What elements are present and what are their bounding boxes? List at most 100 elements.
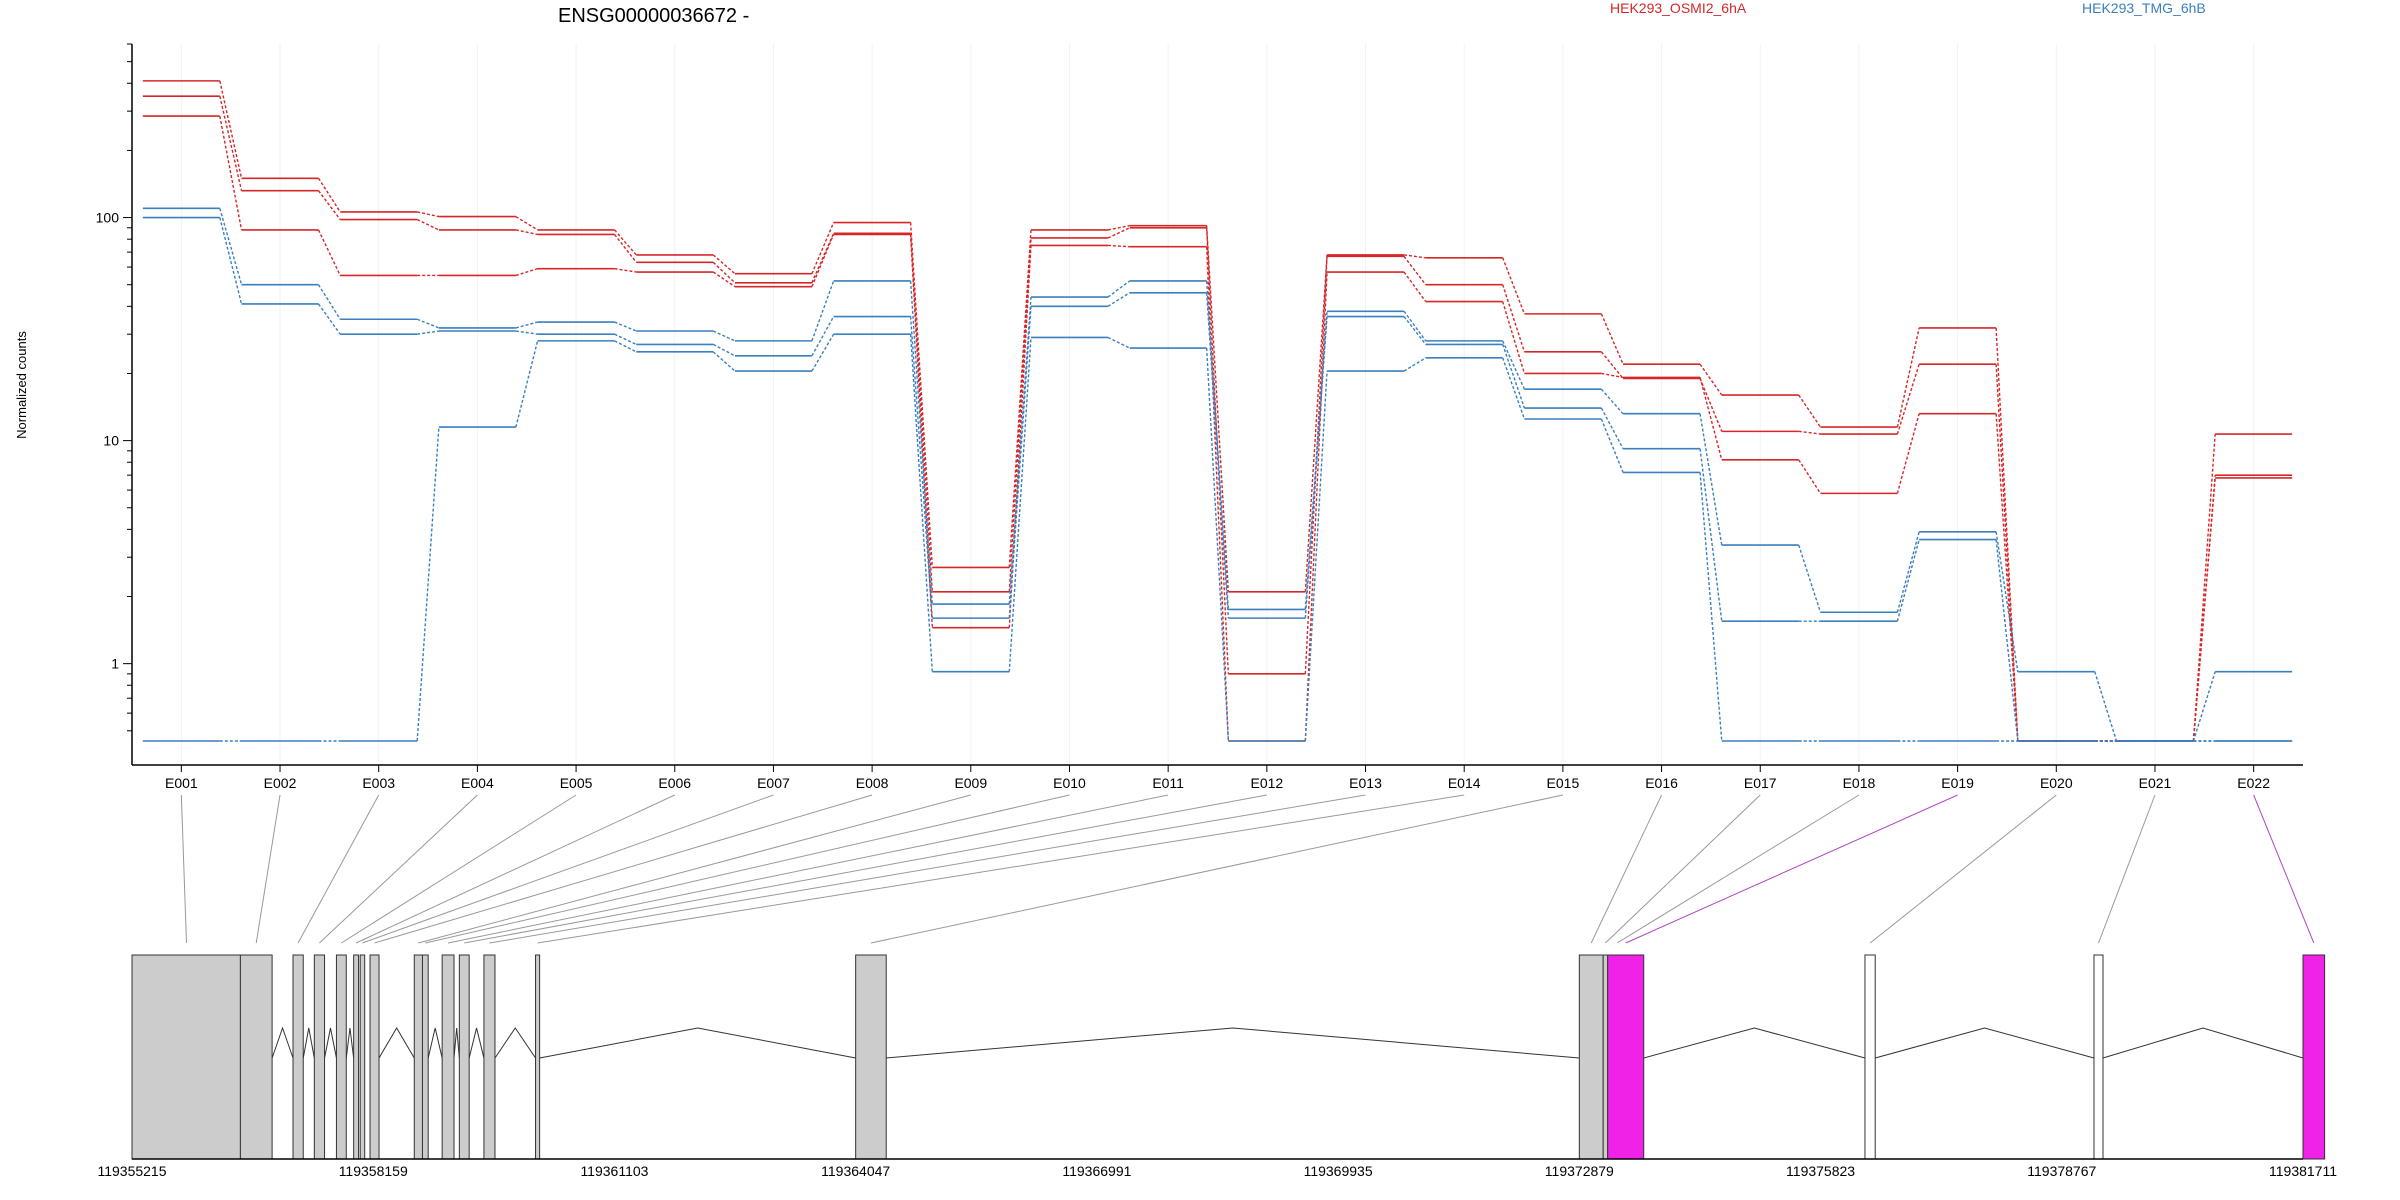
exon-block bbox=[413, 954, 423, 1160]
coordinate-tick-label: 119361103 bbox=[580, 1163, 648, 1179]
intron-line bbox=[453, 1027, 460, 1059]
y-tick-label: 10 bbox=[103, 433, 119, 449]
genomic-coordinate-axis: 119355215 119358159 119361103 119364047 1193… bbox=[97, 1158, 2337, 1179]
series-transition bbox=[219, 208, 243, 285]
x-tick-label: E006 bbox=[658, 775, 691, 791]
series-transition bbox=[1600, 313, 1624, 365]
x-axis: E001 E002 E003 E004 E005 E006 E007 E008 E009 E010… bbox=[132, 764, 2303, 791]
series-transition bbox=[909, 316, 934, 619]
exon-block bbox=[1578, 954, 1604, 1160]
series-transition bbox=[811, 333, 835, 372]
series-transition bbox=[515, 216, 538, 231]
series-transition bbox=[712, 271, 736, 288]
series-transition bbox=[1502, 301, 1526, 374]
series-transition bbox=[417, 211, 440, 218]
gene-model bbox=[131, 954, 2326, 1160]
series-transition bbox=[515, 268, 538, 277]
series-transition bbox=[712, 330, 736, 342]
x-tick-label: E013 bbox=[1349, 775, 1382, 791]
x-tick-label: E022 bbox=[2237, 775, 2270, 791]
series-transition bbox=[1107, 336, 1130, 349]
series-transition bbox=[614, 333, 637, 346]
x-tick-label: E003 bbox=[362, 775, 395, 791]
exon-block bbox=[359, 954, 366, 1160]
exon-block bbox=[535, 954, 541, 1160]
x-tick-label: E002 bbox=[264, 775, 297, 791]
series-transition bbox=[2192, 671, 2216, 742]
x-tick-label: E011 bbox=[1152, 775, 1184, 791]
series-line bbox=[142, 207, 2293, 742]
series-transition bbox=[1896, 413, 1920, 494]
series-transition bbox=[1798, 544, 1822, 613]
exon-connector bbox=[255, 794, 281, 944]
series-transition bbox=[1798, 394, 1822, 428]
series-transition bbox=[1995, 531, 2019, 672]
intron-line bbox=[494, 1027, 536, 1059]
series-transition bbox=[317, 284, 341, 320]
series-transition bbox=[515, 229, 538, 236]
exon-connector bbox=[2098, 794, 2156, 944]
series-transition bbox=[1995, 539, 2019, 742]
exon-block bbox=[2093, 954, 2104, 1160]
exon-block bbox=[2302, 954, 2326, 1160]
series-line bbox=[142, 95, 2293, 742]
series-transition bbox=[515, 330, 538, 335]
series-transition bbox=[1995, 327, 2019, 742]
exon-connector bbox=[425, 794, 1070, 944]
exon-block bbox=[1602, 954, 1609, 1160]
intron-line bbox=[271, 1026, 294, 1059]
exon-block bbox=[441, 954, 455, 1160]
intron-line bbox=[427, 1027, 443, 1059]
x-tick-label: E017 bbox=[1744, 775, 1777, 791]
exon-block bbox=[1607, 954, 1645, 1160]
series-transition bbox=[1205, 246, 1230, 742]
series-transition bbox=[1699, 472, 1723, 742]
series-transition bbox=[909, 334, 934, 672]
exon-connector bbox=[1869, 794, 2057, 944]
series-transition bbox=[909, 234, 934, 628]
series-transition bbox=[1502, 340, 1526, 390]
x-tick-label: E021 bbox=[2139, 775, 2172, 791]
series-line bbox=[142, 115, 2293, 742]
intron-line bbox=[886, 1027, 1580, 1059]
series-transition bbox=[2094, 671, 2118, 742]
coordinate-tick-label: 119364047 bbox=[821, 1163, 890, 1179]
series-transition bbox=[1995, 413, 2019, 742]
series-transition bbox=[1205, 227, 1230, 674]
y-tick-label: 100 bbox=[96, 210, 120, 226]
series-transition bbox=[317, 229, 341, 276]
x-tick-label: E008 bbox=[856, 775, 889, 791]
exon-block bbox=[131, 954, 241, 1160]
exon-connector bbox=[1625, 794, 1958, 944]
x-tick-label: E019 bbox=[1941, 775, 1974, 791]
series-transition bbox=[1403, 254, 1426, 259]
exon-connector bbox=[1590, 794, 1663, 944]
x-tick-label: E014 bbox=[1448, 775, 1481, 791]
exon-block bbox=[421, 954, 429, 1160]
exon-connector bbox=[1605, 794, 1761, 944]
series-transition bbox=[1008, 245, 1032, 628]
coordinate-tick-label: 119378767 bbox=[2027, 1163, 2096, 1179]
x-tick-label: E015 bbox=[1547, 775, 1580, 791]
series-transition bbox=[1600, 388, 1624, 415]
intron-line bbox=[539, 1027, 856, 1059]
series-transition bbox=[909, 222, 934, 568]
coordinate-tick-label: 119375823 bbox=[1786, 1163, 1855, 1179]
exon-block bbox=[353, 954, 360, 1160]
series-transition bbox=[1403, 357, 1427, 372]
intron-line bbox=[302, 1027, 315, 1059]
series-transition bbox=[1699, 377, 1723, 461]
exon-connector bbox=[537, 794, 1465, 944]
x-tick-label: E004 bbox=[461, 775, 494, 791]
intron-line bbox=[1875, 1027, 2095, 1059]
exon-connector bbox=[447, 794, 1169, 944]
series-transition bbox=[1403, 255, 1427, 286]
series-transition bbox=[1403, 271, 1427, 303]
series-transition bbox=[416, 218, 440, 231]
series-transition bbox=[1205, 292, 1230, 619]
exon-connector bbox=[180, 794, 187, 944]
exon-block bbox=[313, 954, 326, 1160]
exon-block bbox=[1864, 954, 1876, 1160]
x-tick-label: E010 bbox=[1053, 775, 1086, 791]
x-tick-label: E020 bbox=[2040, 775, 2073, 791]
